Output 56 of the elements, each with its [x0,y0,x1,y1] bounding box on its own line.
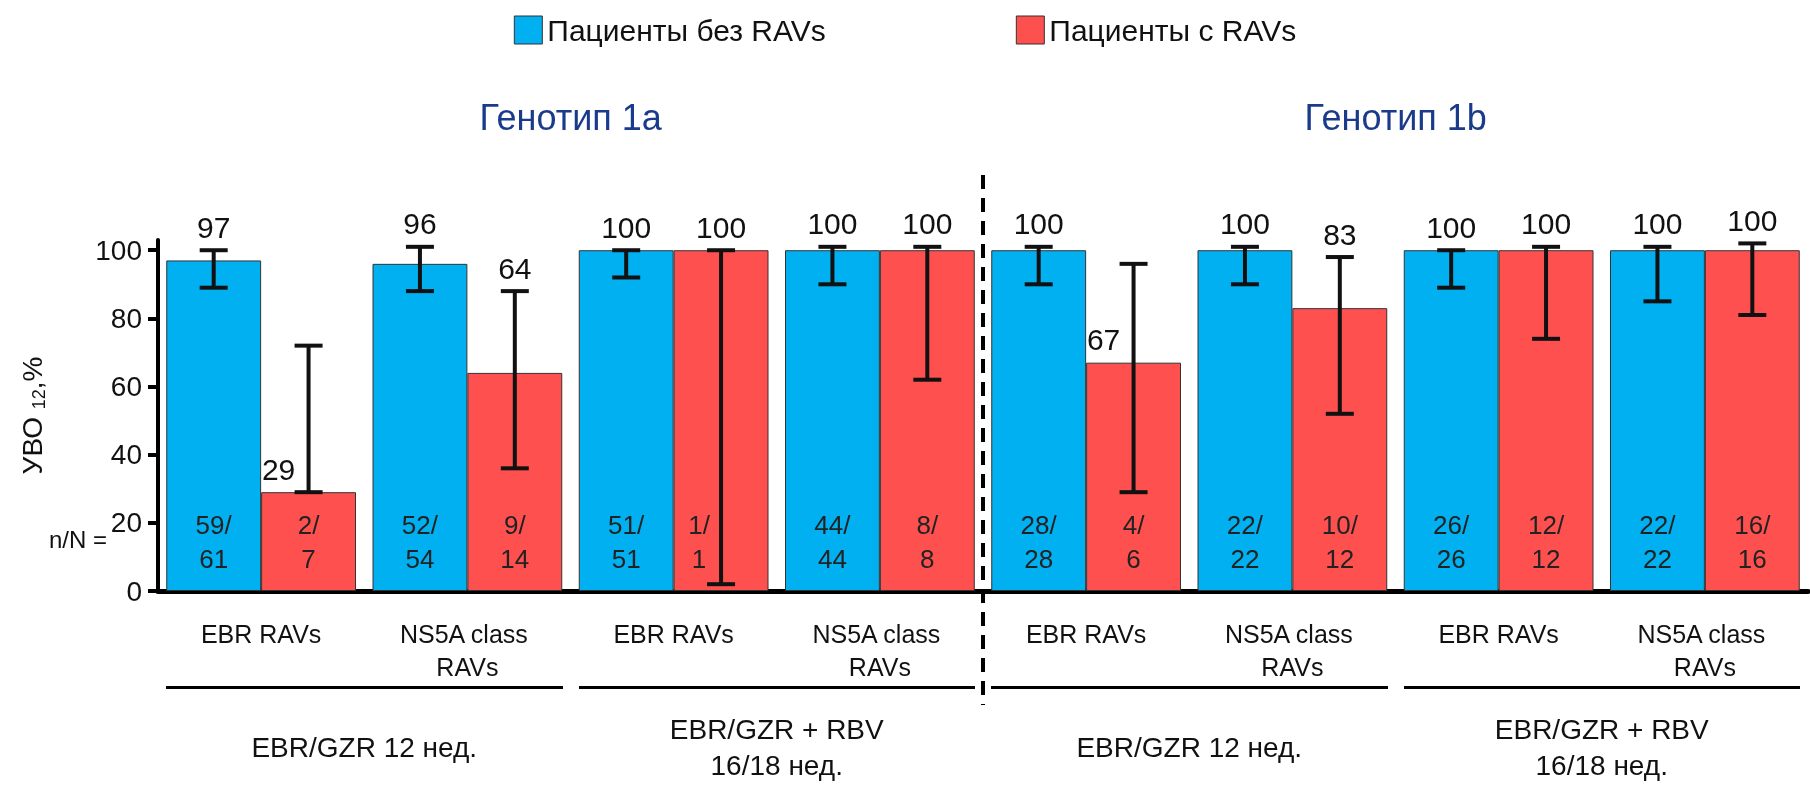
annotation: 1/1 [687,509,711,576]
data-label: 100 [696,210,747,244]
data-label: 100 [1727,203,1778,237]
annotation: 12/12 [1527,509,1566,576]
text: EBR/GZR 12 нед. [1075,731,1304,765]
text: n/N = [49,524,108,555]
data-label: 100 [1521,207,1572,241]
text: EBR/GZR + RBV 16/18 нед. [1493,712,1710,783]
y-tick-label: 80 [110,302,142,334]
x-tick-label: NS5A class RAVs [1637,619,1773,681]
x-tick-label: NS5A class RAVs [812,619,948,681]
annotation: 16/16 [1733,509,1772,576]
annotation: 22/22 [1225,509,1264,576]
data-label: 100 [1426,210,1477,244]
y-tick-label: 60 [110,371,142,403]
data-label: 100 [1013,207,1064,241]
x-tick-label: EBR RAVs [1025,619,1147,648]
annotation: 9/14 [499,509,531,576]
y-axis-title: УВО 12,% [16,356,49,475]
annotation: 26/26 [1432,509,1471,576]
text: EBR/GZR + RBV 16/18 нед. [668,712,885,783]
data-label: 83 [1323,217,1357,251]
data-label: 100 [807,207,858,241]
legend-label: Пациенты без RAVs [547,13,826,47]
text: Генотип 1a [479,95,662,140]
annotation: 51/51 [607,509,646,576]
text: EBR/GZR 12 нед. [250,731,479,765]
legend-label: Пациенты с RAVs [1049,13,1297,47]
annotation: 10/12 [1320,509,1359,576]
data-label: 64 [498,251,532,285]
annotation: 4/6 [1121,509,1146,576]
y-tick-label: 20 [110,507,142,539]
annotation: 22/22 [1638,509,1677,576]
annotation: 52/54 [400,509,439,576]
x-tick-label: EBR RAVs [200,619,322,648]
x-tick-label: NS5A class RAVs [1224,619,1360,681]
y-tick-label: 100 [95,234,142,266]
annotation: 59/61 [194,509,233,576]
annotation: 44/44 [813,509,852,576]
data-label: 100 [902,207,953,241]
data-label: 29 [261,452,296,486]
annotation: 8/8 [915,509,940,576]
x-tick-label: EBR RAVs [1438,619,1559,648]
annotation: 28/28 [1019,509,1058,576]
text: Генотип 1b [1304,95,1487,140]
annotation: 2/7 [296,509,321,576]
data-label: 100 [601,210,652,244]
y-tick-label: 0 [126,575,142,607]
data-label: 96 [403,207,437,241]
x-tick-label: NS5A class RAVs [399,619,535,681]
data-label: 100 [1219,207,1270,241]
data-label: 100 [1632,207,1683,241]
data-label: 67 [1086,323,1121,357]
x-tick-label: EBR RAVs [613,619,734,648]
data-label: 97 [197,210,231,244]
y-tick-label: 40 [110,439,142,471]
